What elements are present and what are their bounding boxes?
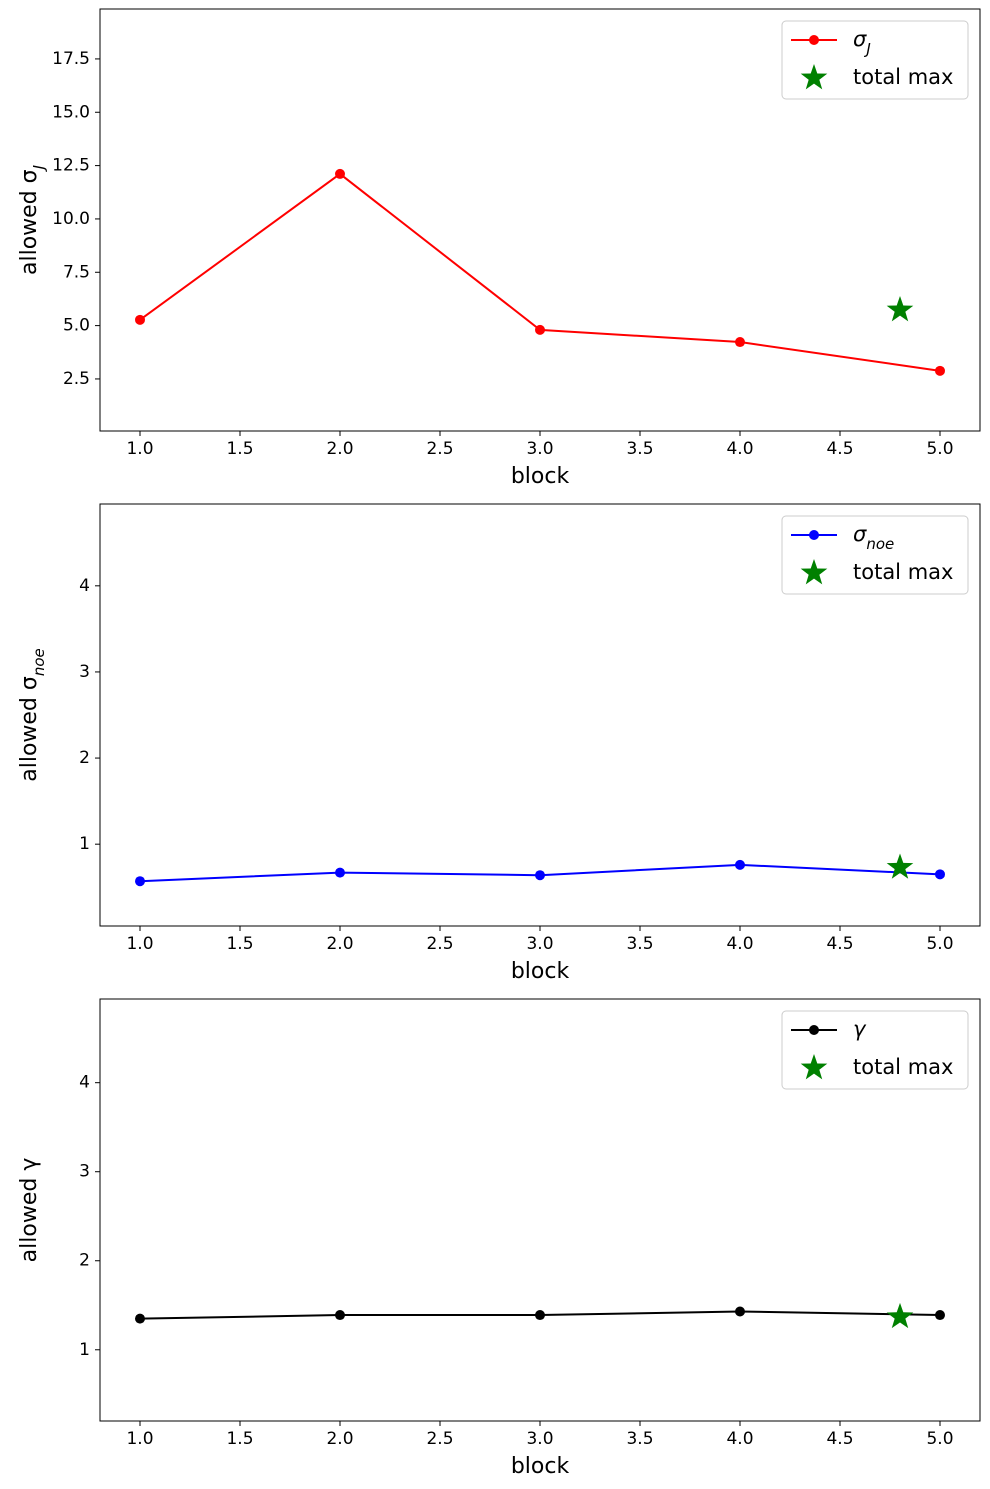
y-tick-label: 3 [79,1162,90,1182]
y-tick-label: 7.5 [63,262,90,282]
x-tick-label: 4.0 [726,439,753,459]
point-marker [335,867,345,878]
y-tick-label: 1 [79,1340,90,1360]
legend-marker [809,530,819,540]
y-tick-label: 3 [79,662,90,682]
y-axis-label-main: allowed σ [17,169,42,275]
y-tick-label: 2 [79,1251,90,1271]
point-marker [735,859,745,870]
y-axis-label: allowed γ [17,1158,42,1263]
y-tick-label: 4 [79,1073,90,1093]
point-marker [735,1306,745,1317]
point-marker [135,876,145,887]
legend-label: σJ [853,27,871,58]
point-marker [535,1310,545,1321]
subplot: 1.0 1.5 2.0 2.5 3.0 3.5 4.0 4.5 5.0 1 2 3 4 block allo… [17,998,981,1479]
y-tick-label: 4 [79,576,90,596]
legend-label-main: σ [853,27,867,51]
x-axis-label: block [511,464,570,489]
point-marker [935,365,945,376]
y-axis-label-sub: noe [30,648,48,676]
legend-marker [809,1025,819,1035]
x-tick-label: 4.0 [726,934,753,954]
x-tick-label: 4.5 [826,1429,853,1449]
x-tick-label: 2.5 [426,934,453,954]
x-tick-label: 2.0 [326,934,353,954]
x-tick-label: 3.5 [626,1429,653,1449]
y-tick-label: 5.0 [63,316,90,336]
x-tick-label: 2.0 [326,1429,353,1449]
legend-marker [809,35,819,45]
y-tick-label: 2 [79,748,90,768]
legend-label-main: γ [853,1017,867,1041]
legend-label-sub: noe [866,535,894,553]
legend-star [800,64,828,90]
subplot: 1.0 1.5 2.0 2.5 3.0 3.5 4.0 4.5 5.0 2.5 5.0 7.5 10.0… [17,8,981,489]
legend: γ total max [781,1010,969,1090]
x-tick-label: 1.0 [126,934,153,954]
x-tick-label: 4.5 [826,439,853,459]
legend-star [800,559,828,585]
star-marker [886,853,914,879]
point-marker [935,869,945,880]
x-tick-label: 1.0 [126,439,153,459]
series-line [139,172,941,372]
y-tick-label: 10.0 [52,209,90,229]
point-marker [735,337,745,348]
legend-label-main: total max [853,560,953,584]
legend-label: γ [853,1017,867,1041]
x-tick-label: 2.0 [326,439,353,459]
legend-label: total max [853,1055,953,1079]
x-tick-label: 3.0 [526,439,553,459]
y-axis-label-main: allowed γ [17,1158,42,1263]
x-axis-label: block [511,959,570,984]
y-tick-label: 17.5 [52,49,90,69]
y-tick-label: 15.0 [52,102,90,122]
x-tick-label: 2.5 [426,439,453,459]
point-marker [935,1310,945,1321]
x-tick-label: 2.5 [426,1429,453,1449]
star-marker [886,296,914,322]
y-axis-label: allowed σnoe [17,648,48,782]
legend-label-main: total max [853,65,953,89]
legend-label: σnoe [853,522,894,553]
x-axis-label: block [511,1454,570,1479]
x-tick-label: 4.5 [826,934,853,954]
legend-star [800,1054,828,1080]
y-tick-label: 2.5 [63,369,90,389]
star-marker [886,1302,914,1329]
x-tick-label: 1.5 [226,1429,253,1449]
point-marker [135,1313,145,1324]
x-tick-label: 1.5 [226,439,253,459]
x-tick-label: 1.5 [226,934,253,954]
point-marker [335,1310,345,1321]
point-marker [135,314,145,325]
legend-label-main: total max [853,1055,953,1079]
x-tick-label: 5.0 [926,1429,953,1449]
legend-label: total max [853,560,953,584]
y-axis-label-main: allowed σ [17,676,42,782]
y-axis-label: allowed σJ [17,165,48,275]
legend-label-main: σ [853,522,867,546]
y-tick-label: 1 [79,834,90,854]
x-tick-label: 3.0 [526,934,553,954]
subplot: 1.0 1.5 2.0 2.5 3.0 3.5 4.0 4.5 5.0 1 2 3 4 block allo… [17,503,981,984]
x-tick-label: 5.0 [926,934,953,954]
point-marker [535,324,545,335]
x-tick-label: 5.0 [926,439,953,459]
point-marker [535,870,545,881]
x-tick-label: 1.0 [126,1429,153,1449]
point-marker [335,168,345,179]
legend-label: total max [853,65,953,89]
legend: σnoe total max [781,515,969,595]
x-tick-label: 3.0 [526,1429,553,1449]
x-tick-label: 3.5 [626,439,653,459]
legend-label-sub: J [863,40,870,58]
y-axis-label-sub: J [30,165,48,172]
x-tick-label: 3.5 [626,934,653,954]
y-tick-label: 12.5 [52,156,90,176]
x-tick-label: 4.0 [726,1429,753,1449]
